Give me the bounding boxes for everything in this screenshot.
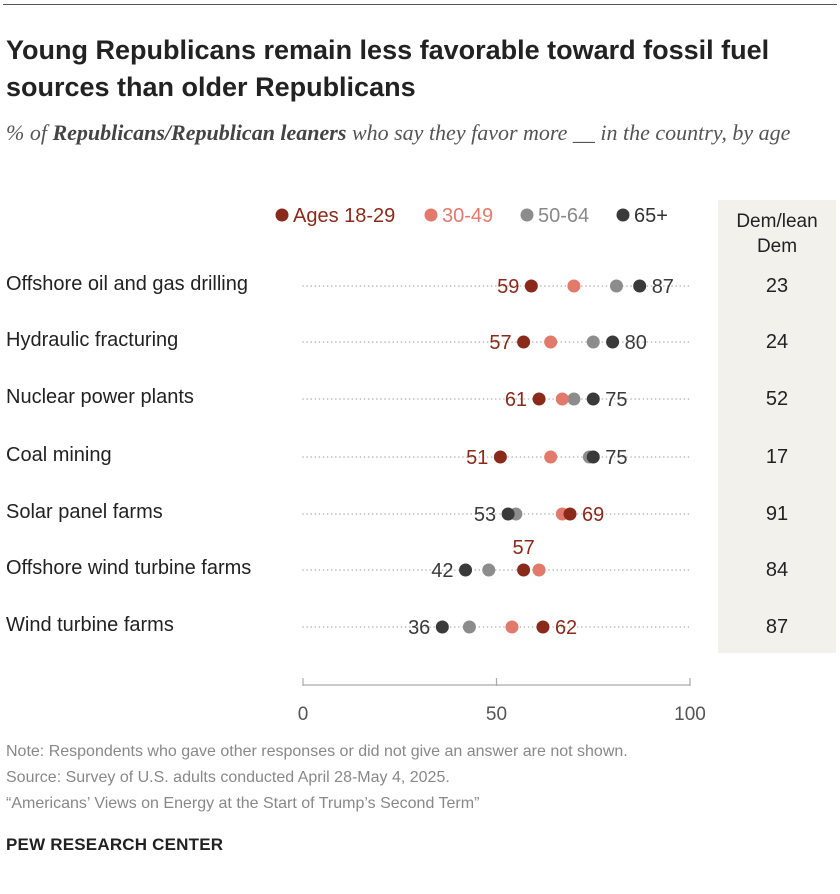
dem-value: 17 [765, 446, 789, 468]
data-label-ages_18_29: 57 [489, 332, 511, 354]
dot-ages_18_29 [532, 392, 546, 406]
dot-ages_65_plus [501, 507, 515, 521]
dot-ages_50_64 [482, 563, 496, 577]
subtitle-suffix: who say they favor more __ in the countr… [346, 120, 791, 145]
dem-value: 91 [765, 503, 789, 525]
dem-value: 87 [765, 616, 789, 638]
row-label: Hydraulic fracturing [6, 329, 179, 351]
x-tick-label: 50 [486, 704, 507, 725]
note-text: Note: Respondents who gave other respons… [6, 743, 628, 760]
dot-ages_50_64 [586, 335, 600, 349]
dot-ages_30_49 [555, 392, 569, 406]
dot-ages_18_29 [493, 450, 507, 464]
legend-marker-ages_65_plus [616, 208, 630, 222]
row-label: Nuclear power plants [6, 386, 194, 408]
x-tick-label: 0 [298, 704, 309, 725]
dem-value: 52 [765, 388, 789, 410]
dot-ages_18_29 [517, 335, 531, 349]
dem-value: 24 [765, 331, 789, 353]
data-label-ages_65_plus: 80 [625, 332, 647, 354]
dot-ages_65_plus [586, 450, 600, 464]
legend-marker-ages_30_49 [424, 208, 438, 222]
dot-ages_30_49 [567, 279, 581, 293]
dot-ages_30_49 [544, 335, 558, 349]
legend-marker-ages_18_29 [275, 208, 289, 222]
data-label-ages_65_plus: 53 [474, 504, 496, 526]
chart-title: Young Republicans remain less favorable … [6, 35, 770, 102]
dot-ages_65_plus [606, 335, 620, 349]
data-label-ages_18_29: 59 [497, 276, 519, 298]
dot-ages_18_29 [524, 279, 538, 293]
dot-ages_30_49 [532, 563, 546, 577]
legend-marker-ages_50_64 [520, 208, 534, 222]
x-tick-label: 100 [674, 704, 706, 725]
dot-ages_18_29 [536, 620, 550, 634]
top-rule [3, 4, 837, 5]
data-label-ages_18_29: 69 [582, 504, 604, 526]
report-text: “Americans’ Views on Energy at the Start… [6, 795, 480, 812]
data-label-ages_18_29: 62 [555, 617, 577, 639]
dem-value: 23 [765, 275, 789, 297]
dot-ages_30_49 [505, 620, 519, 634]
data-label-ages_65_plus: 75 [605, 447, 627, 469]
legend-label-ages_50_64: 50-64 [538, 205, 589, 227]
dot-ages_18_29 [563, 507, 577, 521]
row-label: Wind turbine farms [6, 614, 174, 636]
source-text: Source: Survey of U.S. adults conducted … [6, 769, 450, 786]
chart-subtitle: % of Republicans/Republican leaners who … [6, 116, 826, 149]
dot-ages_65_plus [435, 620, 449, 634]
dot-ages_65_plus [459, 563, 473, 577]
row-label: Solar panel farms [6, 501, 163, 523]
dot-ages_50_64 [609, 279, 623, 293]
data-label-ages_18_29: 61 [505, 389, 527, 411]
legend-label-ages_65_plus: 65+ [634, 205, 668, 227]
dot-ages_65_plus [633, 279, 647, 293]
data-label-ages_65_plus: 75 [605, 389, 627, 411]
dot-ages_50_64 [462, 620, 476, 634]
dot-ages_30_49 [544, 450, 558, 464]
row-label: Offshore oil and gas drilling [6, 273, 248, 295]
pew-research-center-logo: PEW RESEARCH CENTER [6, 835, 224, 854]
data-label-ages_18_29: 57 [512, 537, 534, 559]
dem-column-header: Dem/lean Dem [736, 211, 818, 257]
subtitle-emphasis: Republicans/Republican leaners [52, 120, 347, 145]
dot-ages_50_64 [567, 392, 581, 406]
subtitle-prefix: % of [6, 120, 53, 145]
dem-lean-dem-column: Dem/lean Dem 23 24 52 17 91 84 87 [718, 200, 836, 653]
data-label-ages_65_plus: 87 [652, 276, 674, 298]
dot-ages_18_29 [517, 563, 531, 577]
row-label: Offshore wind turbine farms [6, 557, 252, 579]
data-label-ages_18_29: 51 [466, 447, 488, 469]
data-label-ages_65_plus: 36 [408, 617, 430, 639]
legend-label-ages_30_49: 30-49 [442, 205, 493, 227]
dot-ages_65_plus [586, 392, 600, 406]
row-label: Coal mining [6, 444, 112, 466]
dem-value: 84 [765, 559, 789, 581]
data-label-ages_65_plus: 42 [431, 560, 453, 582]
legend-label-ages_18_29: Ages 18-29 [293, 205, 395, 227]
